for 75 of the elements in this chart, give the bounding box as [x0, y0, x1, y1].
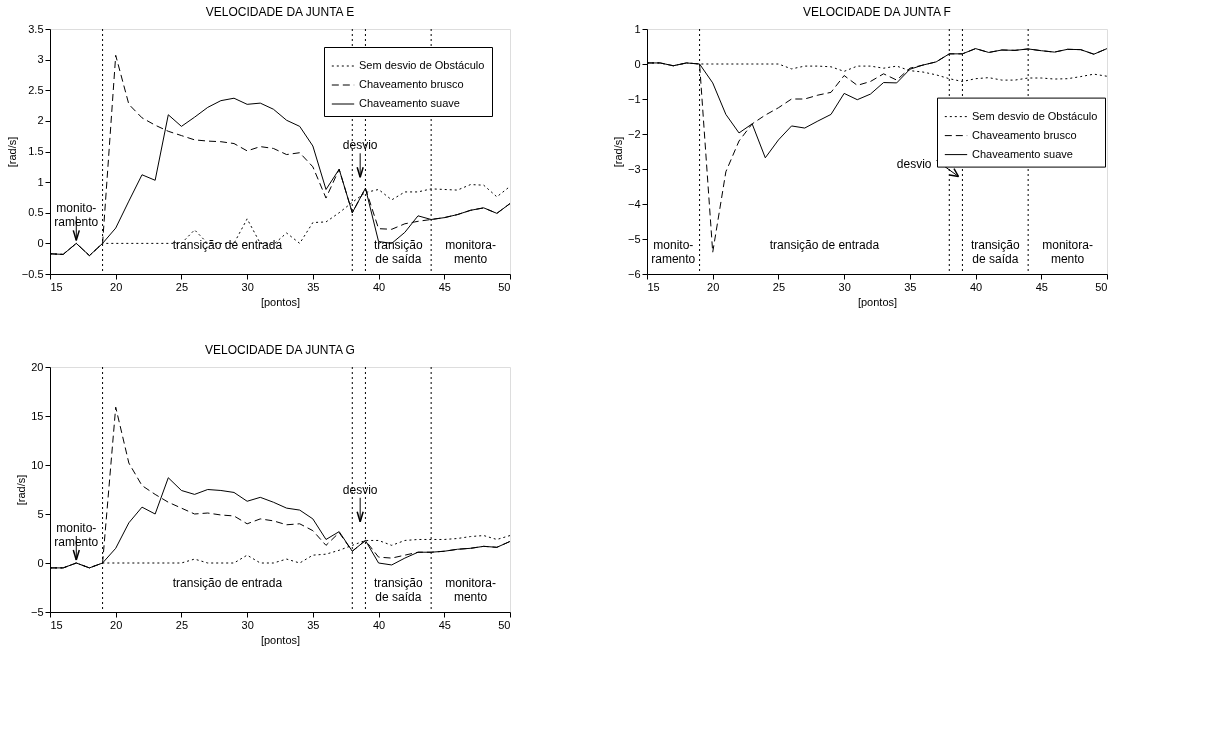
y-tick-label: 0: [37, 236, 44, 249]
y-axis-title: [rad/s]: [611, 136, 624, 168]
y-tick-label: −2: [627, 127, 641, 140]
y-tick-label: 2.5: [28, 83, 44, 96]
x-tick-label: 35: [904, 280, 917, 293]
annotation: transição de saída: [373, 576, 423, 604]
x-tick-label: 30: [241, 618, 254, 631]
y-tick-label: 1: [634, 22, 641, 35]
chart-title: VELOCIDADE DA JUNTA E: [205, 5, 355, 19]
annotation: transição de entrada: [172, 238, 283, 252]
x-tick-label: 40: [969, 280, 983, 293]
x-tick-label: 20: [110, 280, 123, 293]
annotation: desvio: [342, 482, 378, 497]
annotation: transição de entrada: [769, 238, 880, 252]
y-tick-label: −3: [627, 162, 641, 175]
y-tick-label: −6: [627, 267, 641, 280]
y-tick-label: −5: [30, 605, 44, 618]
x-tick-label: 15: [647, 280, 660, 293]
x-tick-label: 25: [175, 280, 189, 293]
annotation: monitora- mento: [1042, 238, 1093, 266]
x-axis-title: [pontos]: [260, 633, 301, 646]
chart-title: VELOCIDADE DA JUNTA G: [205, 343, 355, 357]
annotation: monitora- mento: [445, 576, 496, 604]
y-tick-label: 2: [37, 114, 44, 127]
x-tick-label: 45: [438, 280, 451, 293]
x-axis-title: [pontos]: [260, 295, 301, 308]
x-tick-label: 45: [438, 618, 451, 631]
y-tick-label: 1: [37, 175, 44, 188]
x-tick-label: 20: [707, 280, 720, 293]
y-tick-label: −4: [627, 197, 641, 210]
x-axis-title: [pontos]: [857, 295, 898, 308]
y-tick-label: 5: [37, 507, 44, 520]
annotation: monitora- mento: [445, 238, 496, 266]
y-tick-label: 0: [37, 556, 44, 569]
x-tick-label: 40: [372, 280, 386, 293]
legend-label: Chaveamento suave: [972, 147, 1073, 160]
legend-label: Chaveamento brusco: [972, 128, 1077, 141]
y-tick-label: 15: [31, 409, 44, 422]
annotation: transição de entrada: [172, 576, 283, 590]
x-tick-label: 50: [498, 618, 511, 631]
x-tick-label: 50: [498, 280, 511, 293]
y-tick-label: 20: [31, 360, 44, 373]
x-tick-label: 15: [50, 618, 63, 631]
y-tick-label: 3.5: [28, 22, 44, 35]
annotation: transição de saída: [970, 238, 1020, 266]
annotation: desvio: [896, 156, 932, 171]
x-tick-label: 50: [1095, 280, 1108, 293]
x-tick-label: 35: [307, 618, 320, 631]
x-tick-label: 45: [1035, 280, 1048, 293]
legend-label: Sem desvio de Obstáculo: [972, 109, 1098, 122]
x-tick-label: 30: [838, 280, 851, 293]
legend-label: Chaveamento brusco: [359, 78, 464, 90]
x-tick-label: 40: [372, 618, 386, 631]
y-tick-label: 10: [31, 458, 44, 471]
annotation: transição de saída: [373, 238, 423, 266]
y-tick-label: −5: [627, 232, 641, 245]
annotation: desvio: [342, 138, 378, 153]
chart-title: VELOCIDADE DA JUNTA F: [803, 5, 951, 19]
legend-label: Sem desvio de Obstáculo: [359, 59, 485, 71]
x-tick-label: 25: [175, 618, 189, 631]
x-tick-label: 35: [307, 280, 320, 293]
x-tick-label: 15: [50, 280, 63, 293]
y-tick-label: 0: [634, 57, 641, 70]
y-axis-title: [rad/s]: [5, 136, 18, 168]
legend-label: Chaveamento suave: [359, 97, 460, 109]
x-tick-label: 20: [110, 618, 123, 631]
y-tick-label: −0.5: [21, 267, 44, 280]
y-tick-label: 3: [37, 53, 44, 66]
y-tick-label: 1.5: [28, 145, 44, 157]
annotation: monito- ramento: [651, 238, 696, 266]
y-tick-label: 0.5: [28, 206, 44, 219]
x-tick-label: 25: [772, 280, 786, 293]
x-tick-label: 30: [241, 280, 254, 293]
y-axis-title: [rad/s]: [14, 474, 27, 506]
y-tick-label: −1: [627, 92, 641, 105]
